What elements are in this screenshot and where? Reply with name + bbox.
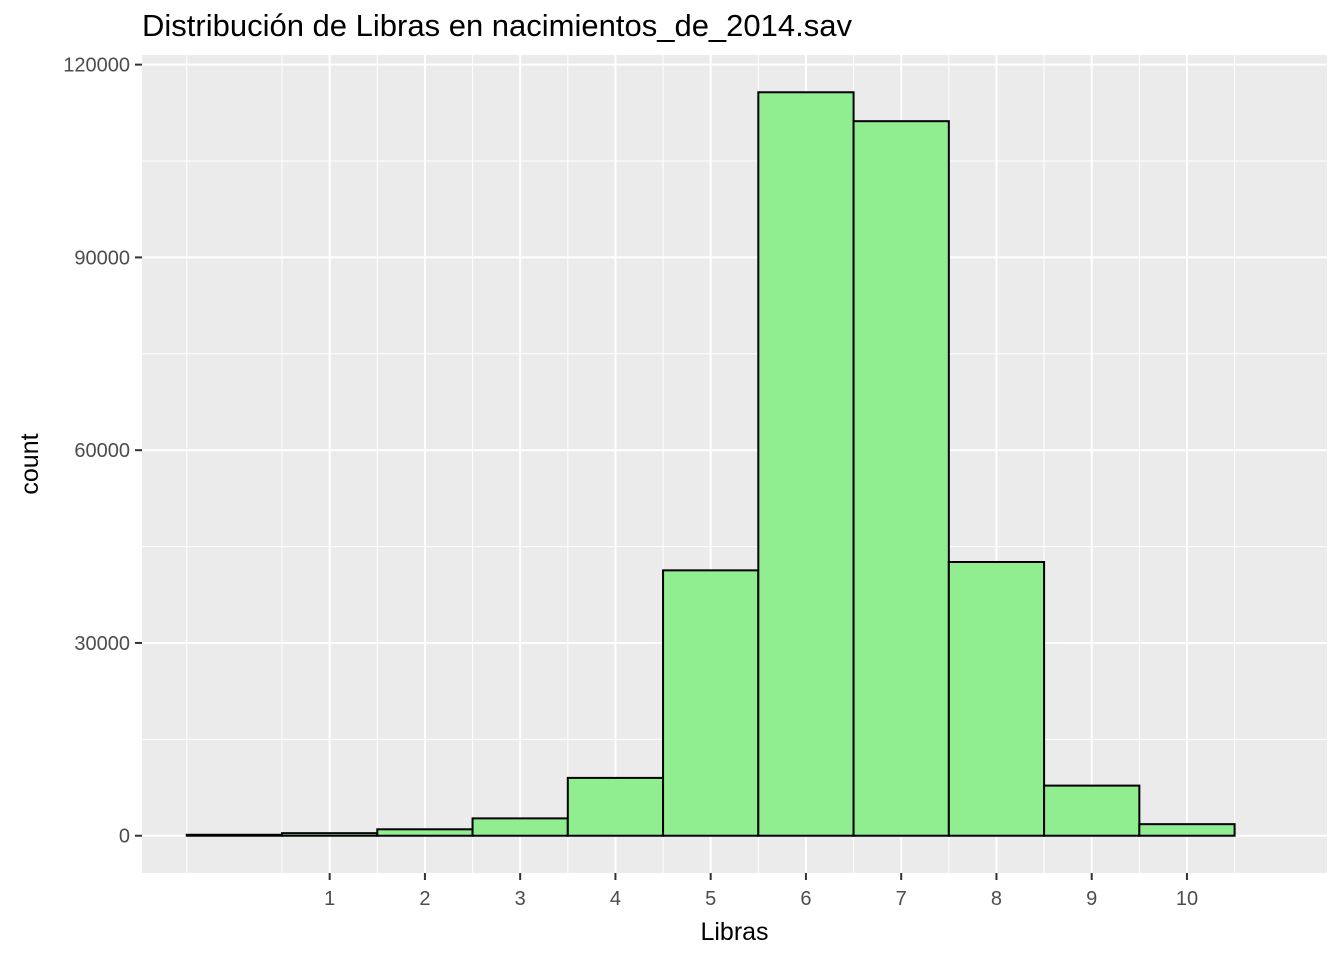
y-axis: 0 30000 60000 90000 120000	[63, 55, 142, 848]
x-tick-label: 6	[800, 888, 811, 910]
x-axis-title: Libras	[700, 918, 768, 946]
histogram-bars	[185, 91, 1236, 837]
y-tick-label: 0	[119, 826, 130, 848]
x-tick-label: 10	[1176, 888, 1198, 910]
x-tick-label: 8	[991, 888, 1002, 910]
histogram-bar	[281, 832, 379, 837]
x-tick-label: 2	[419, 888, 430, 910]
histogram-bar	[185, 833, 284, 837]
chart-title: Distribución de Libras en nacimientos_de…	[142, 8, 852, 43]
x-axis: 1 2 3 4 5 6 7 8 9 10	[324, 873, 1198, 910]
y-tick-label: 30000	[74, 633, 130, 655]
histogram-bar	[947, 560, 1046, 837]
y-tick-label: 120000	[63, 55, 130, 77]
histogram-bar	[376, 828, 474, 837]
histogram-bar	[852, 120, 950, 837]
histogram-bar	[471, 817, 569, 837]
histogram-bar	[566, 776, 665, 837]
histogram-bar	[757, 91, 855, 837]
x-tick-label: 3	[515, 888, 526, 910]
y-axis-title: count	[16, 433, 44, 494]
histogram-bar	[1043, 784, 1141, 837]
histogram-bar	[662, 569, 760, 837]
y-tick-label: 60000	[74, 440, 130, 462]
y-tick-label: 90000	[74, 247, 130, 269]
x-tick-label: 4	[610, 888, 621, 910]
x-tick-label: 5	[705, 888, 716, 910]
x-tick-label: 9	[1086, 888, 1097, 910]
x-tick-label: 7	[896, 888, 907, 910]
x-tick-label: 1	[324, 888, 335, 910]
histogram-bar	[1138, 823, 1236, 837]
